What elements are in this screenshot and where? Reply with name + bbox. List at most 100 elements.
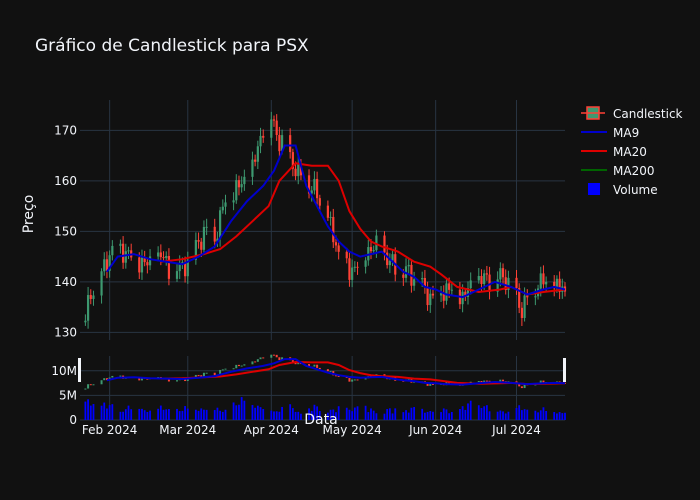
date-tick-label: Apr 2024	[244, 423, 299, 437]
mini-candle	[483, 380, 486, 383]
volume-bar	[111, 404, 114, 420]
candle-body	[348, 258, 351, 280]
candle-body	[534, 296, 537, 298]
volume-bar	[149, 410, 151, 420]
volume-bar	[159, 405, 162, 420]
date-tick-label: May 2024	[323, 423, 382, 437]
candle-body	[127, 250, 130, 252]
legend-item-volume[interactable]: Volume	[588, 183, 658, 197]
volume-bar	[394, 408, 397, 420]
volume-bar	[375, 413, 378, 420]
candle-body	[421, 278, 424, 280]
volume-bar	[238, 404, 240, 420]
volume-bar	[372, 410, 375, 420]
volume-bar	[138, 408, 141, 420]
candle-body	[523, 295, 526, 318]
candle-body	[545, 281, 548, 285]
ma20-line	[160, 162, 566, 296]
volume-bar	[539, 410, 542, 420]
candle-body	[181, 262, 184, 264]
volume-bar	[364, 405, 367, 420]
candle-body	[426, 287, 429, 306]
mini-candle	[205, 372, 208, 374]
volume-bar	[108, 405, 111, 420]
candle-body	[175, 271, 179, 279]
volume-bar	[141, 408, 143, 420]
volume-bar	[553, 412, 556, 420]
mini-candle	[84, 388, 87, 390]
volume-bar	[391, 413, 394, 420]
volume-bar	[310, 410, 313, 420]
volume-bar	[213, 410, 216, 420]
candle-body	[202, 226, 206, 250]
candle-body	[485, 273, 488, 275]
mini-candle	[194, 374, 197, 379]
volume-bar	[523, 409, 526, 420]
candle-body	[413, 279, 416, 286]
legend[interactable]: Candlestick MA9 MA20 MA200 Volume	[581, 106, 683, 197]
volume-bar	[181, 410, 184, 420]
volume-bar	[467, 403, 469, 420]
candle-body	[369, 247, 373, 252]
mini-candle	[184, 378, 187, 382]
legend-item-ma20[interactable]: MA20	[581, 145, 647, 159]
volume-bar	[534, 410, 537, 420]
mini-candle	[200, 375, 203, 377]
candle-body	[237, 180, 241, 188]
volume-bar	[480, 407, 483, 420]
mini-candle	[278, 357, 281, 361]
mini-candle	[275, 354, 278, 358]
candle-body	[108, 255, 111, 271]
mini-candle	[308, 364, 311, 368]
volume-bar	[332, 409, 335, 420]
y-axis-label: Preço	[21, 195, 37, 234]
candle-body	[450, 289, 453, 291]
candle-body	[122, 243, 125, 263]
volume-bar	[388, 408, 391, 420]
candle-body	[224, 202, 227, 207]
candle-body	[464, 291, 467, 297]
mini-candle	[523, 384, 526, 389]
candle-body	[219, 210, 222, 239]
volume-bar	[383, 413, 386, 420]
volume-bar	[545, 410, 548, 420]
candle-body	[364, 260, 367, 267]
candle-body	[140, 257, 144, 273]
candle-body	[146, 262, 149, 266]
volume-bar	[335, 412, 337, 420]
price-tick-label: 160	[54, 174, 77, 188]
mini-candle	[87, 384, 90, 389]
ma20-mini-line	[160, 360, 566, 386]
mini-candle	[297, 362, 300, 365]
volume-bar	[254, 407, 257, 420]
legend-item-ma9[interactable]: MA9	[581, 126, 639, 140]
legend-item-candlestick[interactable]: Candlestick	[581, 106, 683, 121]
volume-bar	[477, 405, 480, 420]
mini-candle	[281, 357, 284, 361]
volume-bar	[186, 408, 189, 420]
candle-body	[445, 283, 448, 301]
candle-body	[351, 267, 354, 280]
volume-bar	[224, 409, 227, 420]
mini-candle	[313, 364, 316, 367]
price-tick-label: 130	[54, 325, 77, 339]
volume-bar	[526, 409, 529, 420]
volume-bar	[275, 411, 278, 420]
mini-candle	[294, 362, 297, 365]
volume-bar	[300, 413, 302, 420]
mini-candle	[235, 364, 238, 369]
volume-bar	[240, 397, 243, 420]
mini-candle	[539, 380, 542, 384]
mini-candle	[256, 359, 259, 362]
candle-body	[262, 135, 265, 138]
volume-bar	[130, 409, 133, 420]
mini-candle	[240, 365, 243, 367]
volume-bar	[291, 408, 294, 420]
mini-candle	[232, 368, 235, 370]
range-slider[interactable]	[78, 358, 566, 382]
candle-body	[100, 271, 103, 296]
price-gridlines	[80, 129, 565, 333]
mini-candle	[140, 377, 143, 381]
legend-item-ma200[interactable]: MA200	[581, 164, 654, 178]
